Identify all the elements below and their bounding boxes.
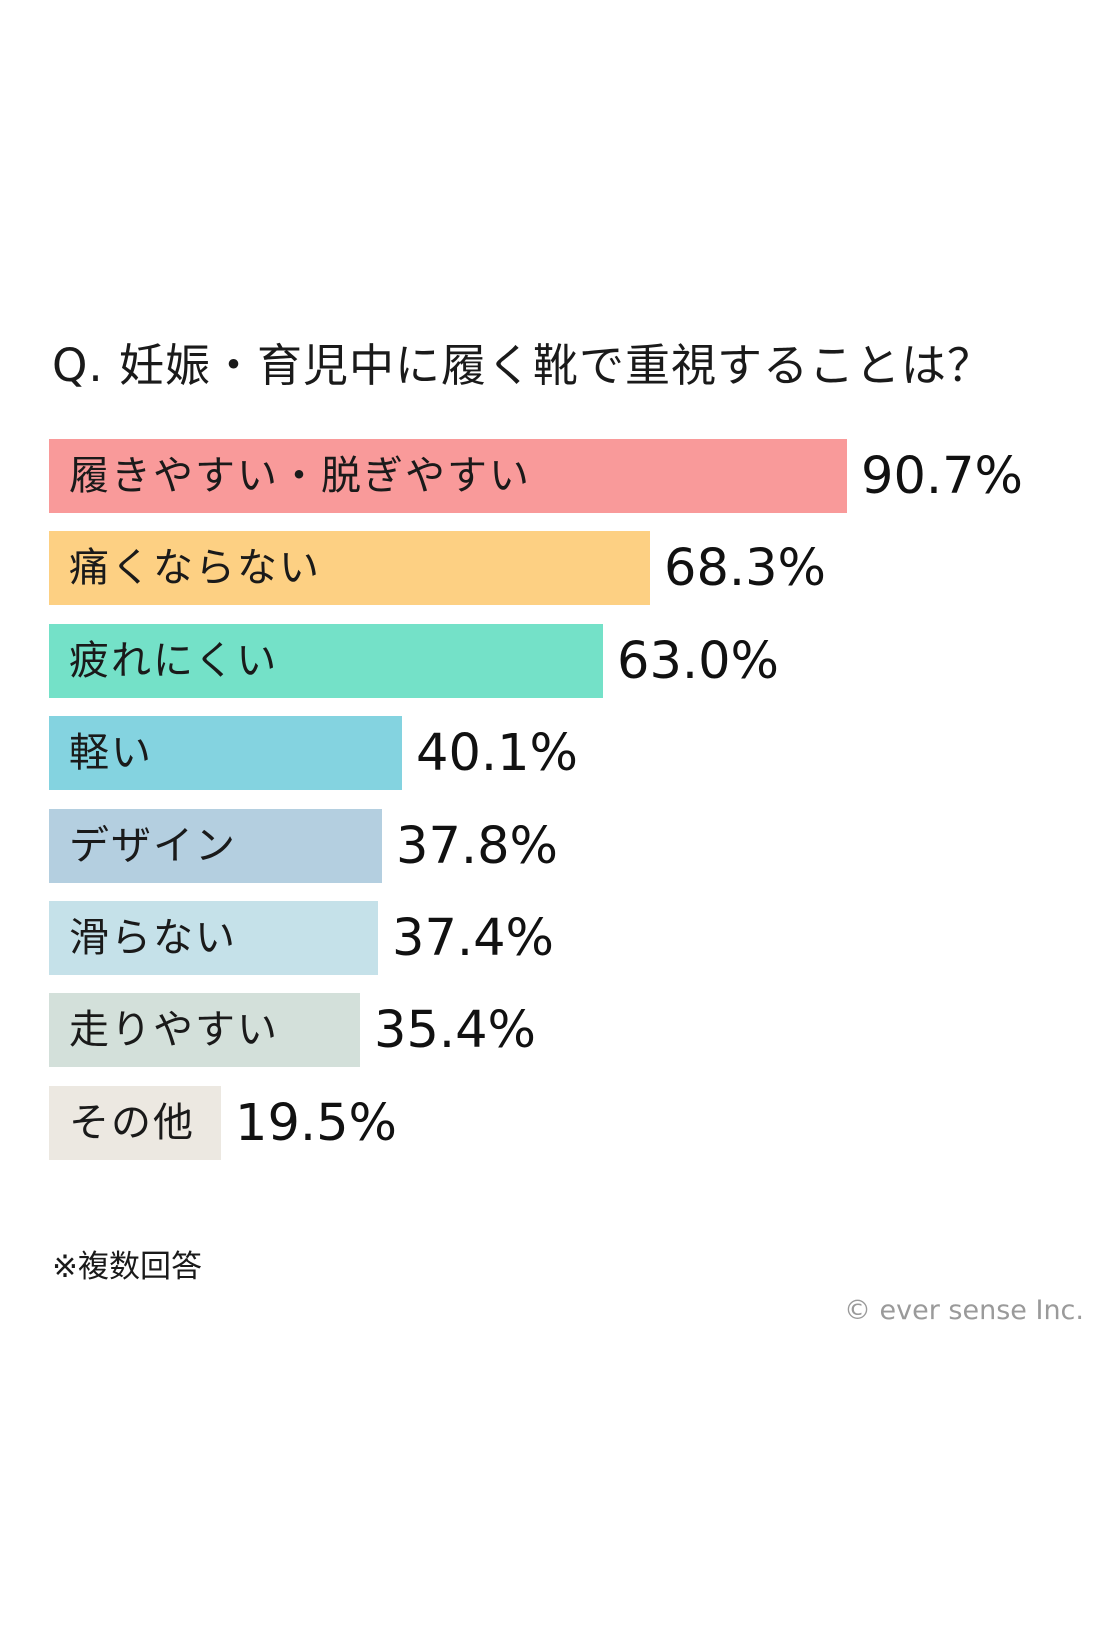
bar [49, 716, 402, 790]
bar [49, 439, 847, 513]
bar-category-label: 痛くならない [69, 545, 321, 591]
bar [49, 531, 650, 605]
bar-value-label: 40.1% [416, 724, 579, 783]
bar-value-label: 68.3% [664, 539, 827, 598]
bar [49, 901, 378, 975]
bar-category-label: その他 [69, 1100, 195, 1146]
bar-value-label: 37.8% [396, 817, 559, 876]
bar [49, 1086, 221, 1160]
bar [49, 624, 603, 698]
bar-category-label: 走りやすい [69, 1007, 279, 1053]
footnote: ※複数回答 [52, 1249, 202, 1285]
chart-title: Q. 妊娠・育児中に履く靴で重視することは？ [52, 339, 994, 392]
bar-value-label: 37.4% [392, 909, 555, 968]
bar-value-label: 35.4% [374, 1001, 537, 1060]
bar-category-label: 滑らない [69, 915, 237, 961]
bar-category-label: 履きやすい・脱ぎやすい [69, 453, 531, 499]
bar-category-label: 疲れにくい [69, 638, 279, 684]
bar-value-label: 90.7% [861, 447, 1024, 506]
bar-category-label: 軽い [69, 730, 153, 776]
bar [49, 809, 382, 883]
bar-value-label: 19.5% [235, 1094, 398, 1153]
bar-value-label: 63.0% [617, 632, 780, 691]
bar [49, 993, 360, 1067]
bar-category-label: デザイン [69, 823, 237, 869]
copyright-text: © ever sense Inc. [843, 1295, 1084, 1326]
